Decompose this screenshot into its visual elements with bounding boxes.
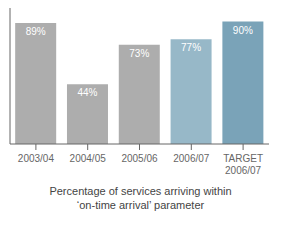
svg-text:77%: 77% <box>181 42 201 53</box>
svg-text:2006/07: 2006/07 <box>173 153 210 164</box>
svg-text:90%: 90% <box>233 25 253 36</box>
svg-text:2003/04: 2003/04 <box>18 153 55 164</box>
svg-text:2004/05: 2004/05 <box>70 153 107 164</box>
svg-text:TARGET2006/07: TARGET2006/07 <box>223 153 263 176</box>
html-text:‘on-time arrival’ parameter: ‘on-time arrival’ parameter <box>76 199 205 211</box>
svg-text:73%: 73% <box>129 48 149 59</box>
svg-text:44%: 44% <box>77 87 97 98</box>
html-text:Percentage of services arrivin: Percentage of services arriving within <box>49 185 232 197</box>
svg-text:2005/06: 2005/06 <box>121 153 158 164</box>
svg-text:89%: 89% <box>26 26 46 37</box>
